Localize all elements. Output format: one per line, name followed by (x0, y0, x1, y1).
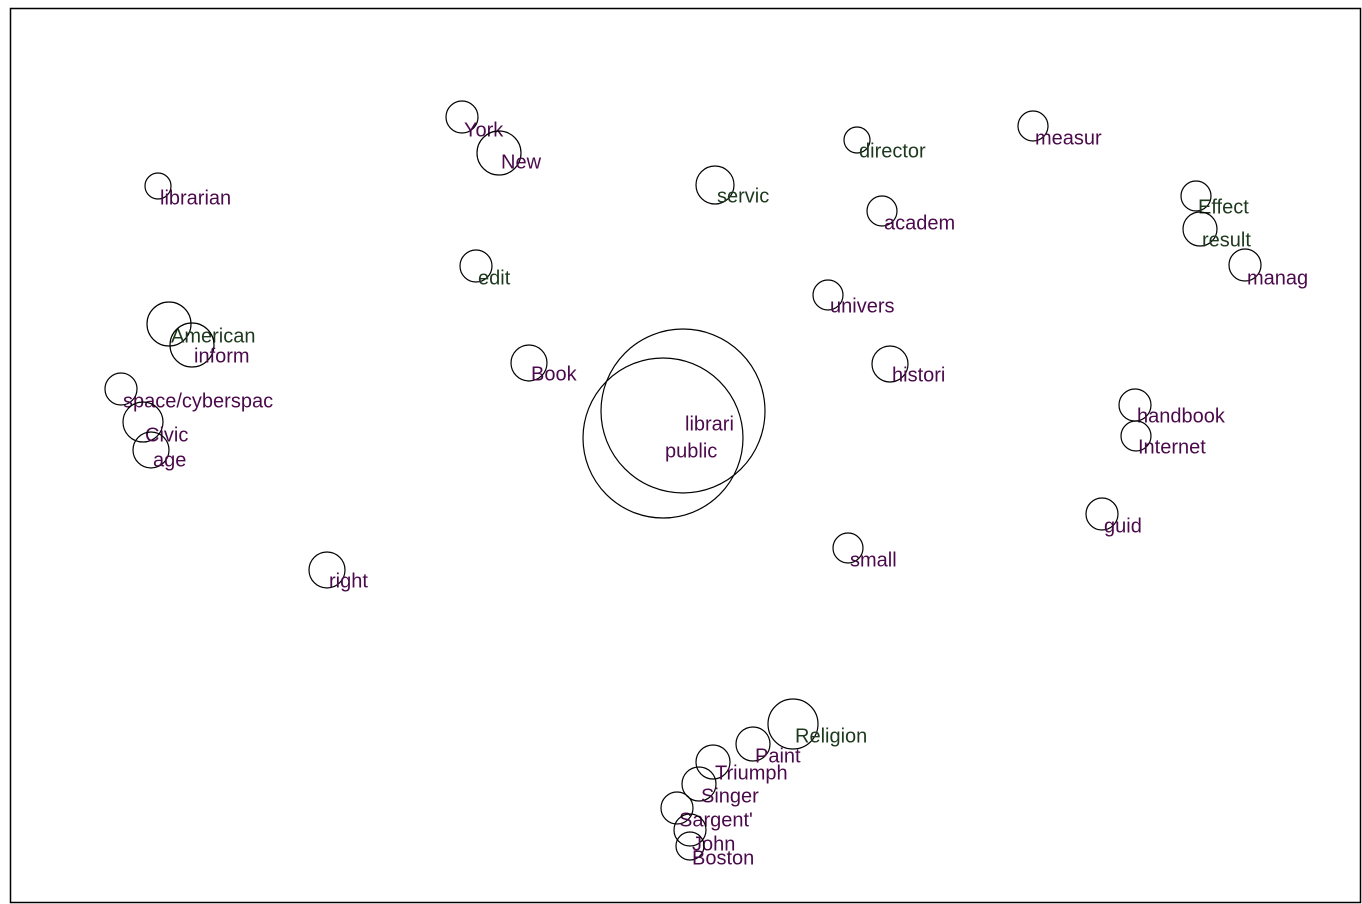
word-bubble (146, 301, 192, 347)
word-label: academ (884, 212, 955, 234)
word-label: result (1202, 229, 1251, 251)
word-bubble (660, 791, 694, 825)
word-label: histori (892, 364, 945, 386)
word-label: space/cyberspac (123, 390, 273, 412)
word-bubble (832, 532, 864, 564)
word-label: librari (685, 413, 734, 435)
word-label: Internet (1138, 436, 1206, 458)
word-label: right (329, 570, 368, 592)
word-label: public (665, 440, 717, 462)
word-bubble (582, 357, 744, 519)
word-label: John (692, 833, 735, 855)
word-label: edit (478, 267, 511, 289)
word-bubble (1017, 110, 1049, 142)
word-bubble (1182, 211, 1218, 247)
word-bubble (144, 172, 172, 200)
word-label: manag (1247, 267, 1308, 289)
word-bubble (735, 726, 771, 762)
word-bubble (767, 698, 819, 750)
word-label: guid (1104, 515, 1142, 537)
word-bubble (675, 831, 705, 861)
word-bubble (695, 744, 731, 780)
word-label: Civic (145, 424, 188, 446)
word-bubble (600, 328, 766, 494)
word-label: Book (531, 363, 578, 385)
word-label: librarian (160, 187, 231, 209)
word-label: Paint (755, 745, 801, 767)
word-label: York (464, 119, 504, 141)
word-bubble (1180, 180, 1212, 212)
word-label: age (153, 449, 186, 471)
word-bubble (1120, 420, 1152, 452)
word-bubble (445, 100, 479, 134)
word-label: servic (717, 185, 769, 207)
word-bubble (1228, 248, 1262, 282)
word-label: univers (830, 295, 894, 317)
word-label: Boston (692, 847, 754, 869)
word-label: Singer (701, 785, 759, 807)
word-bubble (843, 126, 871, 154)
word-bubble (695, 165, 735, 205)
word-bubble (871, 345, 909, 383)
word-bubble (132, 431, 170, 469)
word-bubble (812, 279, 844, 311)
word-label: small (850, 549, 897, 571)
word-bubble (169, 322, 215, 368)
word-label: measur (1035, 127, 1102, 149)
word-bubble (681, 766, 717, 802)
word-label: American (171, 325, 255, 347)
word-bubble (1085, 497, 1119, 531)
word-bubble (459, 249, 493, 283)
word-label: New (501, 151, 542, 173)
word-label: Effect (1198, 196, 1249, 218)
word-label: Triumph (715, 762, 788, 784)
plot-frame (9, 7, 1362, 904)
word-bubble (476, 130, 522, 176)
word-bubble (104, 372, 138, 406)
word-label: handbook (1137, 405, 1226, 427)
word-bubble (510, 344, 548, 382)
word-label: Religion (795, 725, 867, 747)
word-bubble (866, 195, 898, 227)
word-bubble (673, 813, 707, 847)
word-label: Sargent' (679, 809, 753, 831)
word-label: director (859, 140, 926, 162)
word-bubble (122, 401, 164, 443)
word-label: inform (194, 345, 250, 367)
word-bubble (308, 551, 346, 589)
